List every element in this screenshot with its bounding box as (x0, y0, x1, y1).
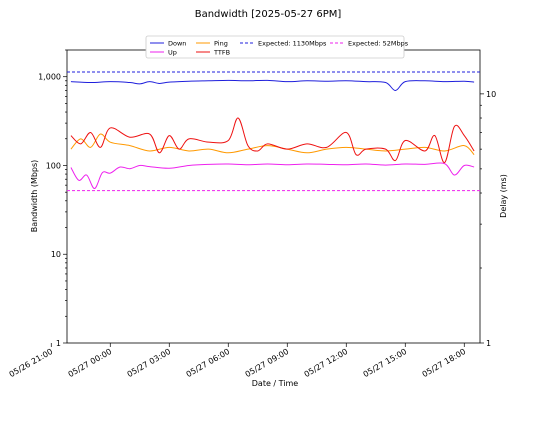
y-tick-label: 100 (46, 161, 61, 170)
y-axis-label: Bandwidth (Mbps) (30, 160, 39, 233)
legend-label: Expected: 52Mbps (348, 40, 409, 48)
x-tick-label: 05/27 18:00 (421, 347, 468, 379)
x-tick-label: 05/27 06:00 (185, 347, 232, 379)
chart-title: Bandwidth [2025-05-27 6PM] (195, 9, 342, 20)
legend-label: Ping (214, 40, 228, 48)
x-axis-label: Date / Time (252, 379, 299, 388)
y2-tick-label: 10 (486, 90, 496, 99)
series-line-down (70, 79, 475, 91)
series-line-up (70, 162, 475, 190)
x-tick-label: 05/27 03:00 (126, 347, 173, 379)
y-tick-label: 1 (56, 339, 61, 348)
legend-label: TTFB (213, 49, 230, 57)
legend-label: Up (168, 49, 177, 57)
series-line-ping (70, 133, 475, 156)
y-tick-label: 10 (51, 250, 61, 259)
series-line-ttfb (70, 117, 475, 164)
x-tick-label: 05/27 15:00 (362, 347, 409, 379)
legend-label: Expected: 1130Mbps (258, 40, 327, 48)
x-tick-label: 05/27 09:00 (244, 347, 291, 379)
plot-frame (66, 49, 481, 344)
legend-label: Down (168, 40, 186, 48)
y2-tick-label: 1 (486, 339, 491, 348)
x-tick-label: 05/26 21:00 (8, 347, 55, 379)
y2-axis-label: Delay (ms) (499, 174, 508, 218)
y-tick-label: 1,000 (38, 73, 61, 82)
x-tick-label: 05/27 00:00 (67, 347, 114, 379)
x-tick-label: 05/27 12:00 (303, 347, 350, 379)
legend-box (145, 35, 405, 59)
